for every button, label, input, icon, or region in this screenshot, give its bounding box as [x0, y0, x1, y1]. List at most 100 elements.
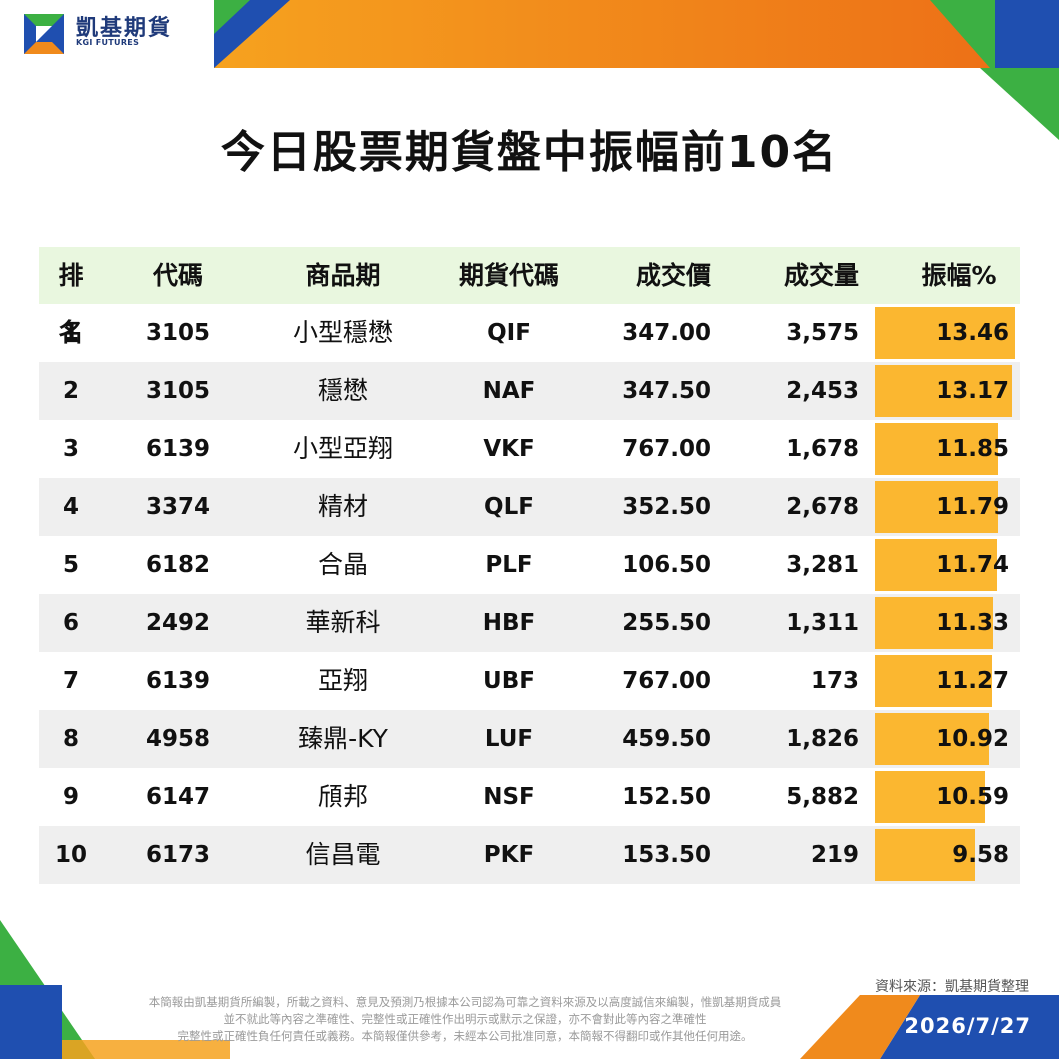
cell-price: 767.00	[622, 436, 711, 462]
amplitude-bar	[875, 539, 997, 591]
cell-rank: 7	[62, 668, 79, 694]
cell-amplitude: 13.17	[936, 378, 1009, 404]
ranking-table: 排名 代碼 商品期 期貨代碼 成交價 成交量 振幅% 1 3 10 5 小型穩懋 QIF 3…	[39, 247, 1020, 884]
cell-volume: 1,311	[786, 610, 859, 636]
cell-price: 152.50	[622, 784, 711, 810]
cell-price: 347.50	[622, 378, 711, 404]
amplitude-bar	[875, 713, 989, 765]
column-header-price: 成交價	[635, 261, 711, 290]
cell-name: 華新科	[305, 608, 381, 637]
amplitude-bar	[875, 655, 992, 707]
header-decoration	[214, 0, 1059, 68]
cell-rank: 6	[62, 610, 79, 636]
amplitude-bar	[875, 365, 1012, 417]
table-row: 4 3374 精材 QLF 352.50 2,678 11.79	[39, 478, 1020, 536]
cell-amplitude: 9.58	[952, 842, 1009, 868]
amplitude-bar	[875, 771, 985, 823]
cell-futures-code: QIF	[487, 320, 531, 346]
cell-futures-code: NSF	[483, 784, 535, 810]
disclaimer-line: 本簡報由凱基期貨所編製，所載之資料、意見及預測乃根據本公司認為可靠之資料來源及以…	[148, 995, 782, 1009]
cell-rank: 1	[62, 320, 79, 346]
cell-name: 小型亞翔	[292, 434, 393, 463]
table-row: 6 2492 華新科 HBF 255.50 1,311 11.33	[39, 594, 1020, 652]
header-banner: 凱基期貨 KGI FUTURES	[0, 0, 1059, 68]
cell-volume: 3,281	[786, 552, 859, 578]
cell-amplitude: 13.46	[936, 320, 1009, 346]
cell-rank: 10	[54, 842, 87, 868]
disclaimer-line: 並不就此等內容之準確性、完整性或正確性作出明示或默示之保證，亦不會對此等內容之準…	[223, 1012, 707, 1026]
disclaimer: 本簡報由凱基期貨所編製，所載之資料、意見及預測乃根據本公司認為可靠之資料來源及以…	[70, 994, 860, 1045]
cell-amplitude: 10.92	[936, 726, 1009, 752]
cell-volume: 1,678	[786, 436, 859, 462]
kgi-logo-icon	[24, 14, 64, 54]
cell-amplitude: 11.79	[936, 494, 1009, 520]
cell-volume: 3,575	[786, 320, 859, 346]
cell-name: 穩懋	[317, 376, 368, 405]
cell-amplitude: 10.59	[936, 784, 1009, 810]
column-header-code: 代碼	[152, 261, 203, 290]
disclaimer-line: 完整性或正確性負任何責任或義務。本簡報僅供參考，未經本公司批准同意，本簡報不得翻…	[177, 1029, 753, 1043]
logo-text-cn: 凱基期貨	[76, 16, 173, 41]
report-date: 2026/7/27	[904, 1014, 1031, 1038]
cell-price: 767.00	[622, 668, 711, 694]
table-body: 1 3105 小型穩懋 QIF 347.00 3,575 13.46 2 3105 穩懋 NAF 34…	[39, 304, 1020, 884]
cell-volume: 2,453	[786, 378, 859, 404]
cell-code: 4958	[145, 726, 210, 752]
column-header-futures-code: 期貨代碼	[459, 261, 560, 290]
cell-futures-code: PLF	[485, 552, 533, 578]
cell-volume: 173	[810, 668, 859, 694]
table-row: 8 4958 臻鼎-KY LUF 459.50 1,826 10.92	[39, 710, 1020, 768]
table-row: 9 6147 頎邦 NSF 152.50 5,882 10.59	[39, 768, 1020, 826]
cell-price: 352.50	[622, 494, 711, 520]
cell-futures-code: UBF	[483, 668, 535, 694]
cell-rank: 9	[62, 784, 79, 810]
cell-amplitude: 11.85	[936, 436, 1009, 462]
cell-code: 6139	[145, 436, 210, 462]
table-row: 2 3105 穩懋 NAF 347.50 2,453 13.17	[39, 362, 1020, 420]
cell-price: 459.50	[622, 726, 711, 752]
cell-futures-code: PKF	[483, 842, 535, 868]
table-row: 5 6182 合晶 PLF 106.50 3,281 11.74	[39, 536, 1020, 594]
column-header-name: 商品期	[305, 261, 381, 290]
cell-futures-code: QLF	[484, 494, 534, 520]
cell-code: 6139	[145, 668, 210, 694]
cell-rank: 4	[62, 494, 79, 520]
table-row: 1 3105 小型穩懋 QIF 347.00 3,575 13.46	[39, 304, 1020, 362]
cell-name: 小型穩懋	[292, 318, 393, 347]
cell-volume: 1,826	[786, 726, 859, 752]
table-header: 排名 代碼 商品期 期貨代碼 成交價 成交量 振幅%	[39, 247, 1020, 347]
cell-volume: 219	[810, 842, 859, 868]
cell-volume: 2,678	[786, 494, 859, 520]
cell-price: 153.50	[622, 842, 711, 868]
cell-volume: 5,882	[786, 784, 859, 810]
cell-price: 347.00	[622, 320, 711, 346]
amplitude-bar	[875, 481, 998, 533]
cell-futures-code: VKF	[483, 436, 535, 462]
cell-price: 255.50	[622, 610, 711, 636]
cell-code: 2492	[145, 610, 210, 636]
cell-name: 合晶	[317, 550, 368, 579]
cell-futures-code: NAF	[482, 378, 536, 404]
table-row: 3 6139 小型亞翔 VKF 767.00 1,678 11.85	[39, 420, 1020, 478]
cell-rank: 2	[62, 378, 79, 404]
cell-rank: 5	[62, 552, 79, 578]
cell-name: 頎邦	[317, 782, 368, 811]
amplitude-bar	[875, 423, 998, 475]
cell-rank: 3	[62, 436, 79, 462]
data-source: 資料來源：凱基期貨整理	[875, 979, 1029, 995]
column-header-rank: 排名	[58, 261, 84, 347]
cell-amplitude: 11.27	[936, 668, 1009, 694]
table-row: 7 6139 亞翔 UBF 767.00 173 11.27	[39, 652, 1020, 710]
cell-name: 亞翔	[317, 666, 368, 695]
cell-name: 精材	[317, 492, 368, 521]
cell-futures-code: HBF	[482, 610, 536, 636]
column-header-amplitude: 振幅%	[921, 261, 997, 290]
cell-code: 3374	[145, 494, 210, 520]
amplitude-bar	[875, 597, 993, 649]
cell-code: 6147	[145, 784, 210, 810]
cell-futures-code: LUF	[484, 726, 534, 752]
cell-price: 106.50	[622, 552, 711, 578]
column-header-volume: 成交量	[783, 261, 859, 290]
cell-name: 臻鼎-KY	[298, 724, 388, 753]
amplitude-bar	[875, 829, 975, 881]
